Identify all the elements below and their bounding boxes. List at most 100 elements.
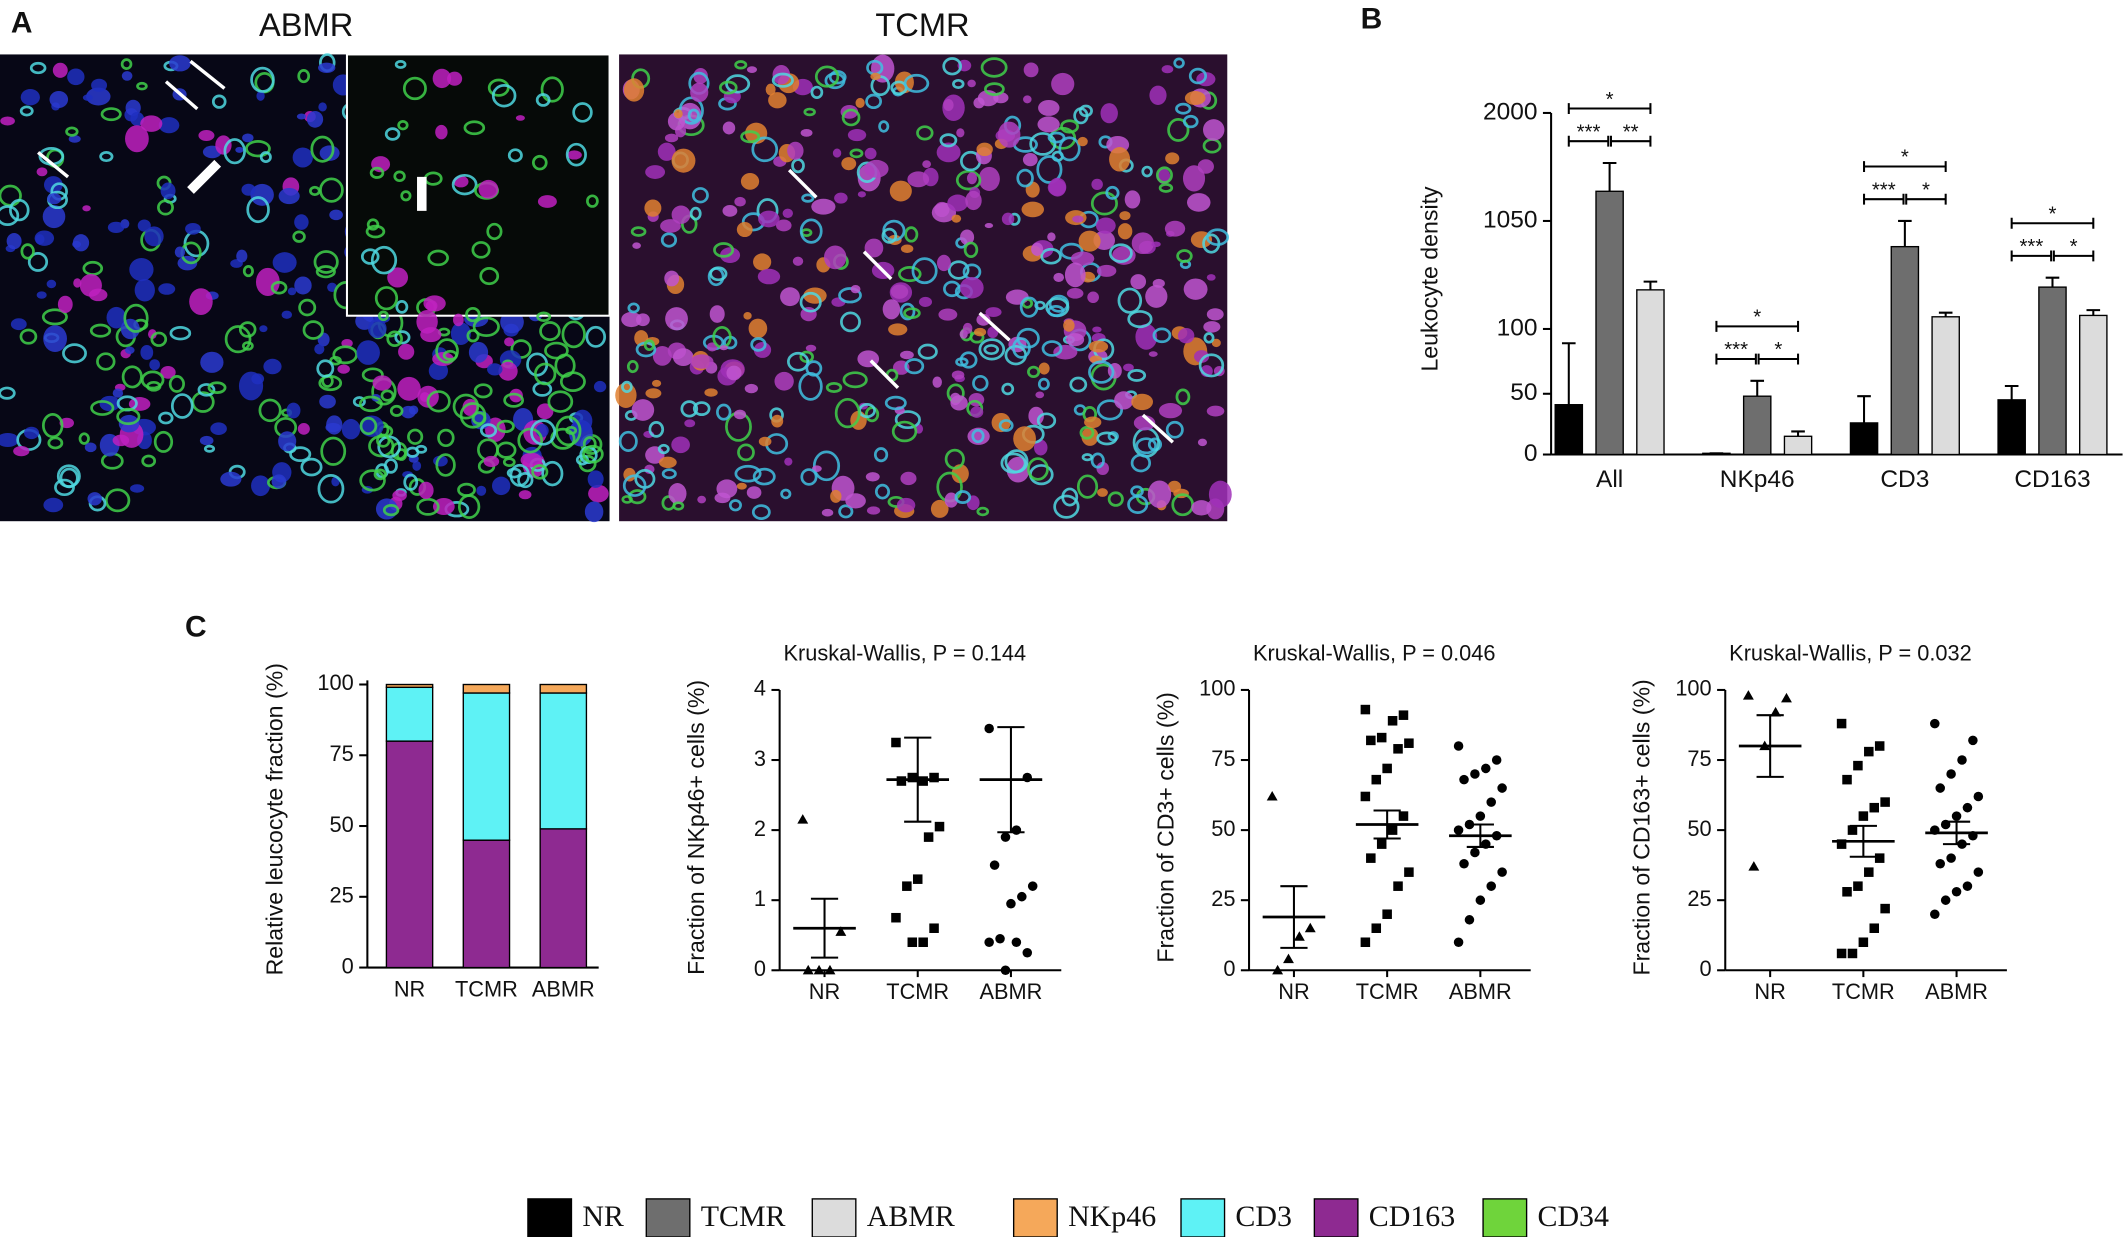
legend-label: TCMR [701, 1200, 786, 1233]
cell [810, 85, 824, 100]
significance-label: ** [1623, 121, 1639, 143]
cell [210, 422, 227, 436]
cell [158, 283, 176, 295]
point [984, 937, 994, 948]
cell [207, 381, 227, 394]
cell [412, 460, 422, 471]
cell [636, 313, 650, 327]
point [1940, 895, 1951, 905]
y-axis-label: Relative leucocyte fraction (%) [261, 663, 287, 975]
cell [950, 395, 968, 411]
cell [722, 121, 736, 135]
chart-title: Kruskal-Wallis, P = 0.032 [1729, 640, 1972, 665]
cell [1203, 321, 1221, 333]
cell [281, 310, 293, 319]
cell [1100, 103, 1118, 124]
cell [959, 277, 984, 299]
cell [1123, 363, 1134, 372]
cell [1197, 438, 1208, 447]
significance-label: *** [1724, 339, 1748, 361]
significance-bracket [1715, 353, 1757, 365]
bar [2079, 314, 2108, 456]
cell [6, 233, 22, 250]
cell [1164, 220, 1186, 237]
cell [841, 157, 857, 171]
cell [792, 256, 804, 266]
cell [916, 125, 934, 141]
cell [160, 366, 176, 379]
cell [651, 379, 662, 387]
legend-label: CD163 [1369, 1200, 1455, 1233]
y-axis-label: Fraction of CD3+ cells (%) [1153, 692, 1179, 963]
point [891, 912, 901, 923]
y-tick-label: 2000 [1483, 98, 1537, 125]
point [1398, 710, 1409, 720]
error-bar [1373, 809, 1401, 840]
x-tick-label: ABMR [532, 976, 595, 1001]
significance-bracket [1863, 161, 1947, 172]
cell [938, 308, 958, 321]
cell [623, 78, 645, 102]
cell [671, 436, 690, 454]
point [1836, 839, 1847, 849]
cell [318, 375, 343, 392]
cell [1165, 420, 1184, 439]
y-tick-label: 0 [1524, 440, 1538, 467]
point [1360, 791, 1371, 802]
cell [671, 205, 691, 224]
cell [587, 470, 604, 488]
cell [1206, 308, 1224, 321]
cell [531, 154, 548, 171]
cell [821, 508, 834, 517]
cell [9, 198, 30, 222]
cell [153, 430, 174, 453]
cell [1148, 351, 1158, 357]
cell [672, 348, 694, 367]
cell [536, 311, 552, 322]
cell [297, 68, 311, 84]
cell [734, 464, 762, 483]
cell [256, 90, 265, 101]
cell [89, 323, 112, 338]
cell [692, 401, 711, 417]
y-axis-label: Fraction of CD163+ cells (%) [1629, 679, 1655, 975]
cell [297, 423, 310, 435]
error-bar [1857, 395, 1871, 423]
cell [246, 196, 270, 224]
cell [537, 195, 557, 208]
point [1742, 690, 1754, 700]
cell [423, 295, 446, 312]
cell [1127, 310, 1153, 329]
chart-title: Kruskal-Wallis, P = 0.144 [784, 640, 1027, 665]
cell [1107, 491, 1124, 507]
cell [250, 183, 274, 206]
point [1874, 741, 1885, 751]
x-tick-label: CD3 [1880, 466, 1929, 493]
cell [320, 436, 347, 466]
error-bar [1898, 219, 1912, 247]
point [929, 772, 939, 783]
cell [432, 68, 452, 89]
cell [963, 241, 979, 259]
cell [768, 92, 787, 109]
cell [502, 457, 516, 467]
cell [1092, 326, 1102, 333]
cell [1019, 296, 1039, 318]
cell [544, 341, 569, 360]
cell [857, 191, 866, 198]
error-bar [1756, 714, 1784, 778]
cell [43, 325, 67, 352]
cell [1167, 118, 1190, 142]
cell [980, 57, 1008, 78]
cell [426, 390, 451, 413]
bar-segment [539, 683, 588, 694]
cell [632, 242, 641, 249]
cell [24, 426, 40, 440]
cell [1141, 165, 1153, 178]
cell [736, 482, 747, 490]
legend-label: NKp46 [1068, 1200, 1156, 1233]
cell [970, 406, 984, 418]
cell [1027, 365, 1041, 379]
x-tick-label: ABMR [979, 979, 1042, 1004]
